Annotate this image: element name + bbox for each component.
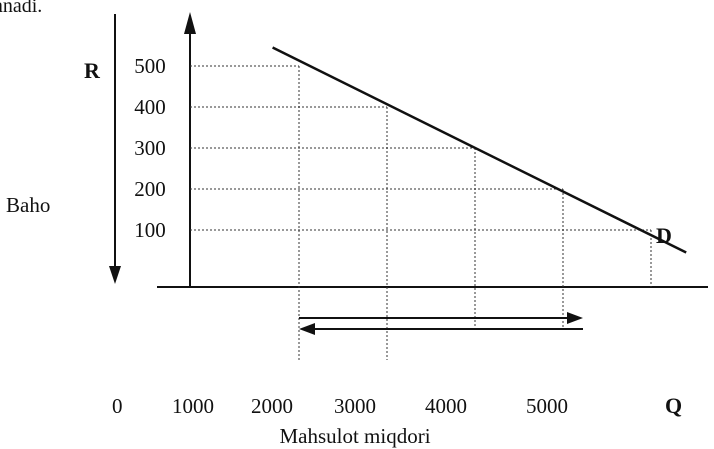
x-tick-label: 3000 [334,394,376,418]
y-axis-label: Baho [6,193,50,217]
y-tick-label: 100 [134,218,166,242]
demand-line [272,46,687,254]
origin-label: 0 [112,394,123,418]
y-tick-label: 500 [134,54,166,78]
x-tick-label: 1000 [172,394,214,418]
guide-lines [190,65,652,360]
left-price-axis [109,14,121,284]
y-tick-label: 400 [134,95,166,119]
x-axis-label: Mahsulot miqdori [279,424,430,448]
y-tick-label: 200 [134,177,166,201]
shift-arrows [299,312,583,335]
x-tick-label: 5000 [526,394,568,418]
x-tick-label: 4000 [425,394,467,418]
price-letter: R [84,58,101,83]
x-tick-label: 2000 [251,394,293,418]
arrow-left-head [299,323,315,335]
y-axis [184,12,196,287]
y-tick-label: 300 [134,136,166,160]
tick-labels: 500 400 300 200 100 1000 2000 3000 4000 5000 [134,54,568,418]
curve-label: D [656,223,672,248]
quantity-letter: Q [665,393,682,418]
arrow-right-head [567,312,583,324]
header-fragment: anadi. [0,0,42,17]
demand-curve: D [272,46,687,254]
